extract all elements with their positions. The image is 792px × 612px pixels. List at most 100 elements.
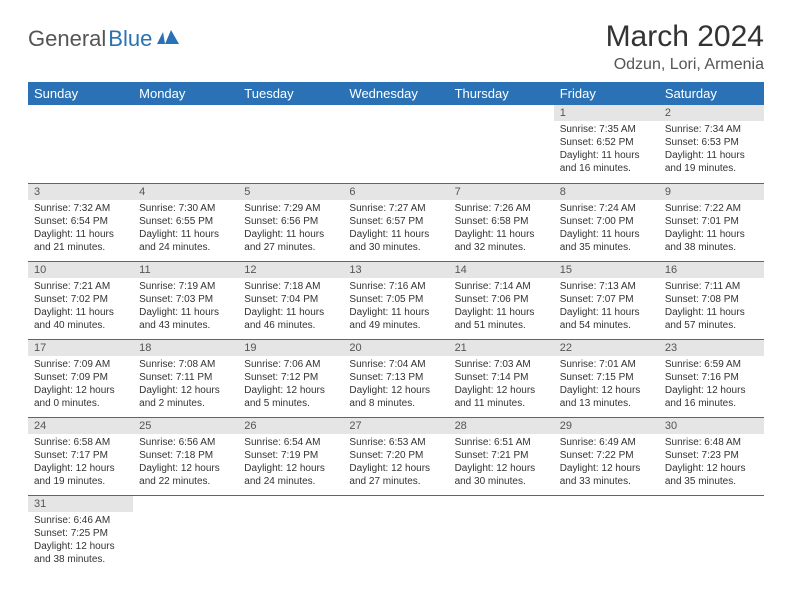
- day-number: 9: [659, 184, 764, 200]
- sunrise-text: Sunrise: 7:19 AM: [139, 280, 232, 293]
- calendar-cell: 11Sunrise: 7:19 AMSunset: 7:03 PMDayligh…: [133, 261, 238, 339]
- sunset-text: Sunset: 7:16 PM: [665, 371, 758, 384]
- weekday-header: Saturday: [659, 82, 764, 105]
- sunset-text: Sunset: 7:01 PM: [665, 215, 758, 228]
- daylight-text: Daylight: 11 hours and 54 minutes.: [560, 306, 653, 332]
- sunrise-text: Sunrise: 7:04 AM: [349, 358, 442, 371]
- sunset-text: Sunset: 7:21 PM: [455, 449, 548, 462]
- calendar-cell: 20Sunrise: 7:04 AMSunset: 7:13 PMDayligh…: [343, 339, 448, 417]
- day-number: 19: [238, 340, 343, 356]
- day-number: 2: [659, 105, 764, 121]
- daylight-text: Daylight: 11 hours and 57 minutes.: [665, 306, 758, 332]
- calendar-cell: 15Sunrise: 7:13 AMSunset: 7:07 PMDayligh…: [554, 261, 659, 339]
- sunrise-text: Sunrise: 6:48 AM: [665, 436, 758, 449]
- calendar-cell: 26Sunrise: 6:54 AMSunset: 7:19 PMDayligh…: [238, 417, 343, 495]
- day-details: Sunrise: 7:14 AMSunset: 7:06 PMDaylight:…: [449, 278, 554, 336]
- weekday-header: Wednesday: [343, 82, 448, 105]
- sunrise-text: Sunrise: 6:54 AM: [244, 436, 337, 449]
- daylight-text: Daylight: 12 hours and 24 minutes.: [244, 462, 337, 488]
- daylight-text: Daylight: 11 hours and 32 minutes.: [455, 228, 548, 254]
- calendar-cell: 24Sunrise: 6:58 AMSunset: 7:17 PMDayligh…: [28, 417, 133, 495]
- month-title: March 2024: [606, 20, 764, 54]
- calendar-cell: 5Sunrise: 7:29 AMSunset: 6:56 PMDaylight…: [238, 183, 343, 261]
- sunrise-text: Sunrise: 6:59 AM: [665, 358, 758, 371]
- sunset-text: Sunset: 7:00 PM: [560, 215, 653, 228]
- sunrise-text: Sunrise: 6:49 AM: [560, 436, 653, 449]
- day-details: Sunrise: 7:09 AMSunset: 7:09 PMDaylight:…: [28, 356, 133, 414]
- weekday-header: Tuesday: [238, 82, 343, 105]
- daylight-text: Daylight: 12 hours and 33 minutes.: [560, 462, 653, 488]
- sunrise-text: Sunrise: 7:14 AM: [455, 280, 548, 293]
- sunrise-text: Sunrise: 7:34 AM: [665, 123, 758, 136]
- day-number: 23: [659, 340, 764, 356]
- calendar-cell: [659, 495, 764, 573]
- sunset-text: Sunset: 7:12 PM: [244, 371, 337, 384]
- day-details: Sunrise: 7:13 AMSunset: 7:07 PMDaylight:…: [554, 278, 659, 336]
- day-details: Sunrise: 6:46 AMSunset: 7:25 PMDaylight:…: [28, 512, 133, 570]
- day-number: 3: [28, 184, 133, 200]
- sunset-text: Sunset: 6:55 PM: [139, 215, 232, 228]
- day-details: Sunrise: 7:08 AMSunset: 7:11 PMDaylight:…: [133, 356, 238, 414]
- sunrise-text: Sunrise: 7:11 AM: [665, 280, 758, 293]
- daylight-text: Daylight: 11 hours and 27 minutes.: [244, 228, 337, 254]
- sunset-text: Sunset: 6:57 PM: [349, 215, 442, 228]
- daylight-text: Daylight: 12 hours and 27 minutes.: [349, 462, 442, 488]
- flag-icon: [157, 30, 179, 51]
- sunset-text: Sunset: 7:04 PM: [244, 293, 337, 306]
- calendar-cell: 18Sunrise: 7:08 AMSunset: 7:11 PMDayligh…: [133, 339, 238, 417]
- daylight-text: Daylight: 12 hours and 38 minutes.: [34, 540, 127, 566]
- day-details: Sunrise: 7:11 AMSunset: 7:08 PMDaylight:…: [659, 278, 764, 336]
- calendar-cell: [554, 495, 659, 573]
- sunrise-text: Sunrise: 7:24 AM: [560, 202, 653, 215]
- day-number: 30: [659, 418, 764, 434]
- sunrise-text: Sunrise: 7:16 AM: [349, 280, 442, 293]
- calendar-cell: 3Sunrise: 7:32 AMSunset: 6:54 PMDaylight…: [28, 183, 133, 261]
- sunset-text: Sunset: 6:53 PM: [665, 136, 758, 149]
- weekday-header: Friday: [554, 82, 659, 105]
- calendar-row: 31Sunrise: 6:46 AMSunset: 7:25 PMDayligh…: [28, 495, 764, 573]
- calendar-cell: 22Sunrise: 7:01 AMSunset: 7:15 PMDayligh…: [554, 339, 659, 417]
- sunset-text: Sunset: 6:56 PM: [244, 215, 337, 228]
- sunrise-text: Sunrise: 7:29 AM: [244, 202, 337, 215]
- day-number: 17: [28, 340, 133, 356]
- sunrise-text: Sunrise: 7:30 AM: [139, 202, 232, 215]
- sunrise-text: Sunrise: 7:27 AM: [349, 202, 442, 215]
- day-number: 27: [343, 418, 448, 434]
- weekday-header: Thursday: [449, 82, 554, 105]
- day-number: 16: [659, 262, 764, 278]
- calendar-cell: 6Sunrise: 7:27 AMSunset: 6:57 PMDaylight…: [343, 183, 448, 261]
- calendar-cell: 12Sunrise: 7:18 AMSunset: 7:04 PMDayligh…: [238, 261, 343, 339]
- calendar-cell: 31Sunrise: 6:46 AMSunset: 7:25 PMDayligh…: [28, 495, 133, 573]
- sunrise-text: Sunrise: 7:26 AM: [455, 202, 548, 215]
- calendar-cell: 23Sunrise: 6:59 AMSunset: 7:16 PMDayligh…: [659, 339, 764, 417]
- weekday-header-row: Sunday Monday Tuesday Wednesday Thursday…: [28, 82, 764, 105]
- day-details: Sunrise: 7:04 AMSunset: 7:13 PMDaylight:…: [343, 356, 448, 414]
- sunset-text: Sunset: 7:23 PM: [665, 449, 758, 462]
- sunset-text: Sunset: 7:02 PM: [34, 293, 127, 306]
- calendar-row: 17Sunrise: 7:09 AMSunset: 7:09 PMDayligh…: [28, 339, 764, 417]
- day-number: 15: [554, 262, 659, 278]
- sunrise-text: Sunrise: 7:08 AM: [139, 358, 232, 371]
- day-details: Sunrise: 6:51 AMSunset: 7:21 PMDaylight:…: [449, 434, 554, 492]
- sunrise-text: Sunrise: 7:18 AM: [244, 280, 337, 293]
- sunset-text: Sunset: 7:06 PM: [455, 293, 548, 306]
- sunset-text: Sunset: 7:13 PM: [349, 371, 442, 384]
- sunset-text: Sunset: 7:03 PM: [139, 293, 232, 306]
- calendar-cell: 30Sunrise: 6:48 AMSunset: 7:23 PMDayligh…: [659, 417, 764, 495]
- day-details: Sunrise: 7:29 AMSunset: 6:56 PMDaylight:…: [238, 200, 343, 258]
- sunrise-text: Sunrise: 6:51 AM: [455, 436, 548, 449]
- calendar-cell: 25Sunrise: 6:56 AMSunset: 7:18 PMDayligh…: [133, 417, 238, 495]
- day-details: Sunrise: 7:19 AMSunset: 7:03 PMDaylight:…: [133, 278, 238, 336]
- calendar-cell: [133, 105, 238, 183]
- day-details: Sunrise: 7:26 AMSunset: 6:58 PMDaylight:…: [449, 200, 554, 258]
- day-number: 1: [554, 105, 659, 121]
- calendar-cell: [238, 105, 343, 183]
- sunset-text: Sunset: 6:58 PM: [455, 215, 548, 228]
- sunrise-text: Sunrise: 7:22 AM: [665, 202, 758, 215]
- daylight-text: Daylight: 11 hours and 49 minutes.: [349, 306, 442, 332]
- calendar-body: 1Sunrise: 7:35 AMSunset: 6:52 PMDaylight…: [28, 105, 764, 573]
- calendar-cell: 10Sunrise: 7:21 AMSunset: 7:02 PMDayligh…: [28, 261, 133, 339]
- header: General Blue March 2024 Odzun, Lori, Arm…: [28, 20, 764, 74]
- day-details: Sunrise: 7:01 AMSunset: 7:15 PMDaylight:…: [554, 356, 659, 414]
- daylight-text: Daylight: 11 hours and 16 minutes.: [560, 149, 653, 175]
